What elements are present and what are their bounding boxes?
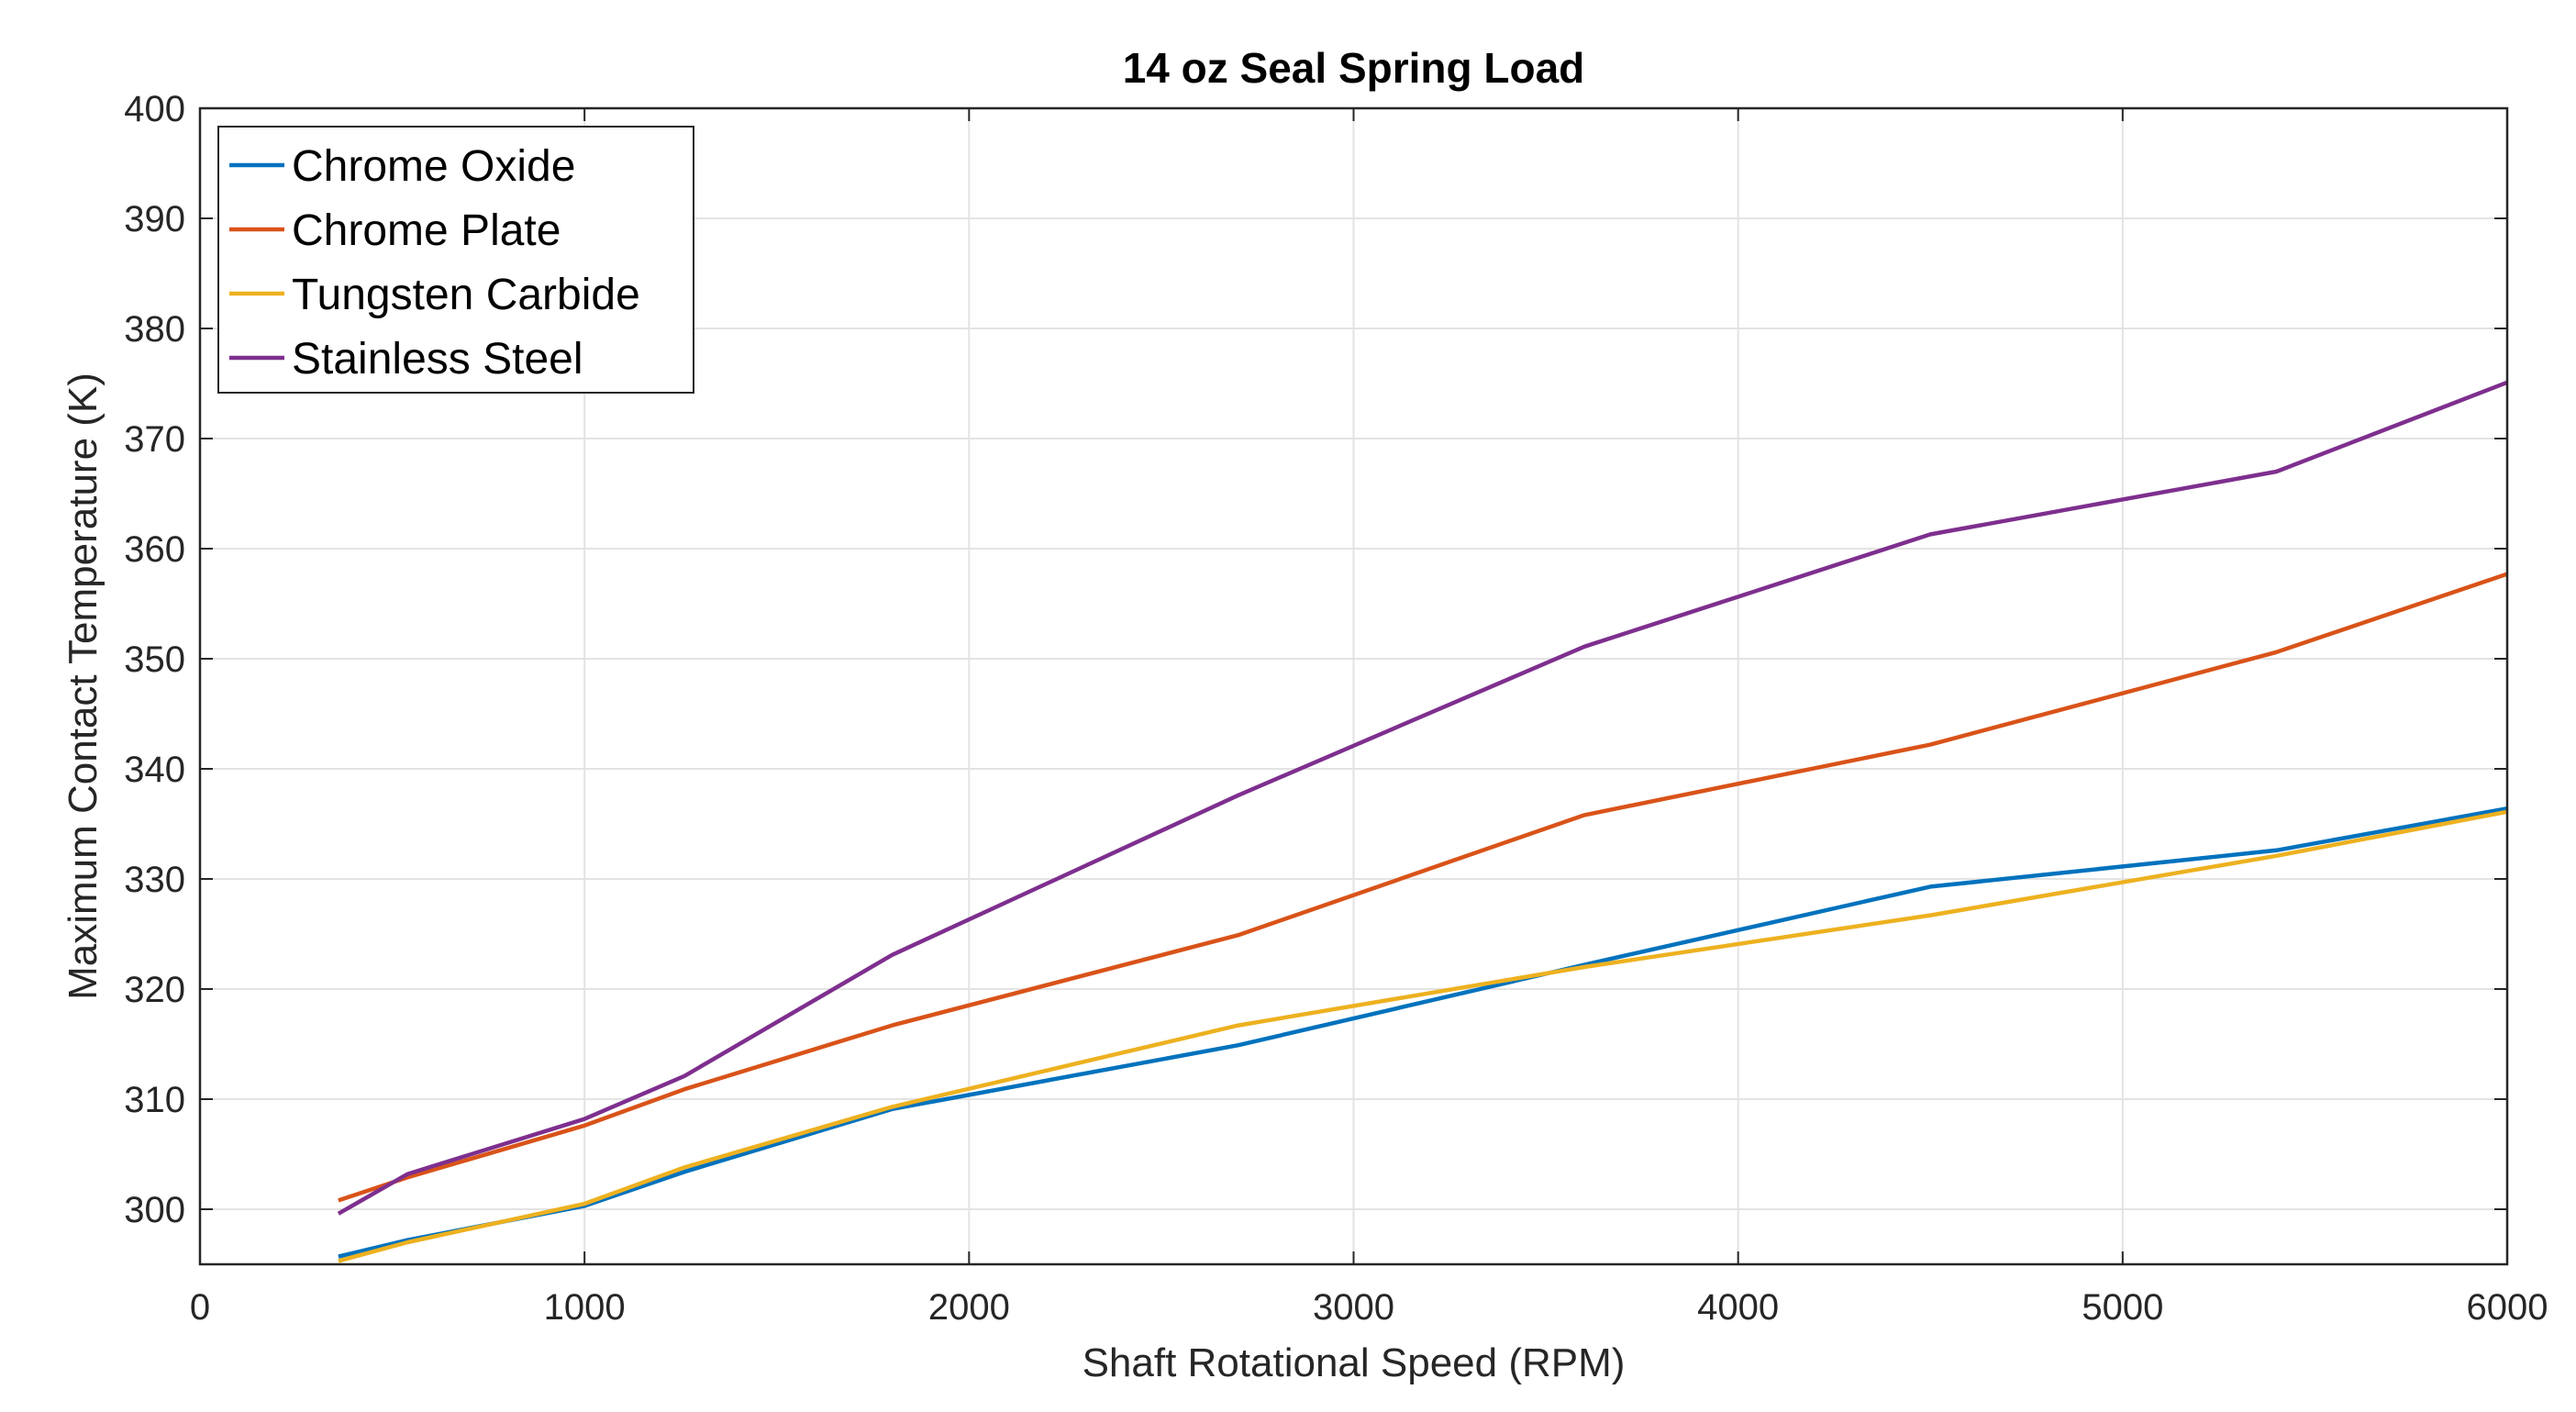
x-tick-label: 2000 xyxy=(928,1287,1010,1328)
y-tick-label: 390 xyxy=(124,199,185,239)
y-tick-label: 310 xyxy=(124,1080,185,1120)
x-tick-label: 5000 xyxy=(2082,1287,2163,1328)
legend-box xyxy=(217,126,694,394)
y-tick-label: 380 xyxy=(124,309,185,350)
x-tick-label: 4000 xyxy=(1697,1287,1779,1328)
gridlines xyxy=(199,107,2508,1264)
y-tick-label: 340 xyxy=(124,750,185,790)
y-tick-label: 320 xyxy=(124,970,185,1010)
chart-title: 14 oz Seal Spring Load xyxy=(1123,44,1585,92)
y-tick-label: 330 xyxy=(124,860,185,900)
x-tick-label: 1000 xyxy=(544,1287,626,1328)
series-lines xyxy=(337,380,2508,1263)
series-line-chrome-plate xyxy=(338,572,2508,1203)
legend-label-tungsten-carbide: Tungsten Carbide xyxy=(292,271,640,319)
legend-label-chrome-oxide: Chrome Oxide xyxy=(292,142,575,191)
x-tick-label: 6000 xyxy=(2467,1287,2548,1328)
y-axis-label: Maximum Contact Temperature (K) xyxy=(61,372,105,1000)
legend: Chrome Oxide Chrome Plate Tungsten Carbide… xyxy=(217,126,694,394)
legend-label-stainless-steel: Stainless Steel xyxy=(292,335,583,384)
y-tick-label: 400 xyxy=(124,89,185,129)
y-tick-label: 370 xyxy=(124,419,185,460)
y-tick-label: 350 xyxy=(124,639,185,680)
axis-ticks: 0 1000 2000 3000 4000 5000 6000 300 310 320 330 340… xyxy=(124,89,2548,1328)
series-line-tungsten-carbide xyxy=(338,809,2508,1263)
series-line-stainless-steel xyxy=(337,380,2508,1216)
x-tick-label: 3000 xyxy=(1313,1287,1394,1328)
y-tick-label: 300 xyxy=(124,1190,185,1230)
x-tick-label: 0 xyxy=(190,1287,210,1328)
y-tick-label: 360 xyxy=(124,529,185,570)
x-axis-label: Shaft Rotational Speed (RPM) xyxy=(1083,1340,1626,1385)
legend-label-chrome-plate: Chrome Plate xyxy=(292,206,561,255)
